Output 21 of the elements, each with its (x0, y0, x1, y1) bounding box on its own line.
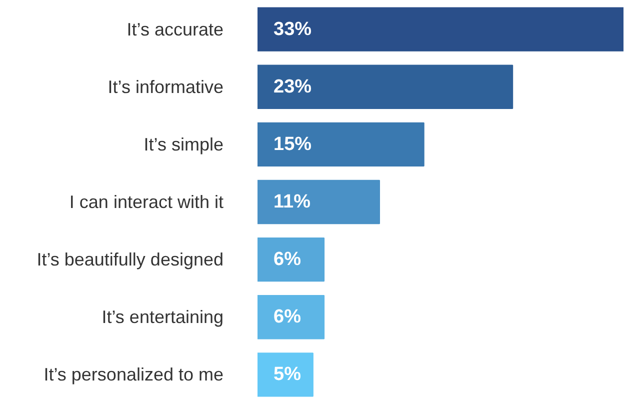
y-tick-label: It’s personalized to me (44, 364, 224, 385)
y-tick-label: It’s informative (108, 76, 224, 97)
y-tick-label: It’s beautifully designed (36, 250, 224, 270)
y-tick-label: It’s accurate (126, 19, 224, 40)
bar (258, 180, 380, 224)
bar (258, 352, 314, 397)
bar (258, 295, 325, 340)
bar (258, 122, 424, 167)
y-tick-label: It’s entertaining (102, 307, 224, 328)
bar (258, 64, 514, 109)
data-label: 6% (274, 249, 302, 270)
bar (258, 237, 325, 282)
data-label: 6% (274, 306, 302, 328)
data-label: 15% (274, 134, 312, 155)
data-label: 5% (274, 364, 302, 386)
y-tick-label: I can interact with it (69, 192, 224, 212)
data-label: 23% (274, 76, 312, 98)
data-label: 33% (274, 18, 312, 40)
bar (258, 7, 624, 52)
data-label: 11% (274, 192, 311, 212)
y-tick-label: It’s simple (144, 134, 224, 154)
